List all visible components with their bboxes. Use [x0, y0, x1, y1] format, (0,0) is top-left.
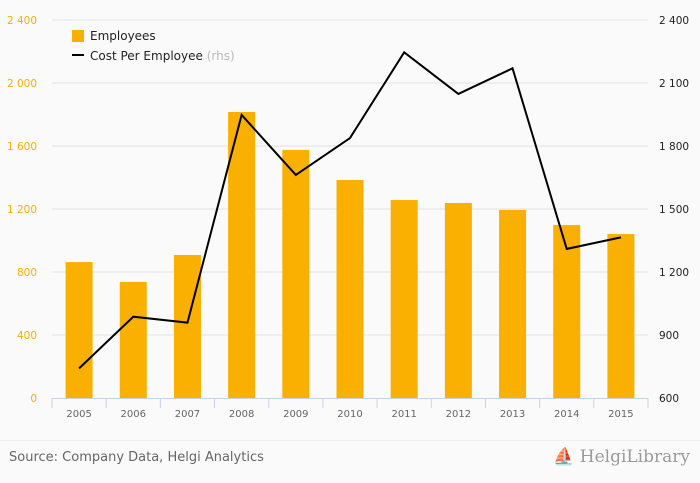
x-axis-tick-label: 2009 — [283, 409, 308, 420]
combo-chart: 0 600 400 900 800 1 200 1 200 1 500 1 600 1 800 2 … — [7, 15, 689, 420]
x-axis-tick-label: 2015 — [608, 409, 633, 420]
left-axis-tick-label: 2 000 — [7, 78, 37, 90]
legend-label-cost: Cost Per Employee (rhs) — [90, 49, 235, 63]
legend-label-employees: Employees — [90, 29, 156, 43]
left-axis-tick-label: 0 — [30, 393, 37, 405]
right-axis-tick-label: 1 200 — [659, 267, 689, 279]
bar-employees-2008 — [228, 111, 256, 398]
left-axis-tick-label: 400 — [17, 330, 37, 342]
x-axis-tick-label: 2005 — [66, 409, 91, 420]
x-axis-tick-label: 2012 — [446, 409, 471, 420]
bar-employees-2012 — [444, 203, 472, 398]
bar-employees-2013 — [499, 209, 527, 398]
x-axis-tick-label: 2011 — [391, 409, 416, 420]
bar-employees-2010 — [336, 180, 364, 398]
bar-employees-2007 — [173, 254, 201, 398]
x-axis-tick-label: 2006 — [121, 409, 146, 420]
left-axis-tick-label: 1 200 — [7, 204, 37, 216]
legend-swatch-employees — [72, 30, 84, 42]
x-axis-tick-label: 2013 — [500, 409, 525, 420]
source-note: Source: Company Data, Helgi Analytics — [9, 450, 264, 465]
right-axis-tick-label: 600 — [659, 393, 679, 405]
right-axis-tick-label: 1 800 — [659, 141, 689, 153]
bar-employees-2005 — [65, 262, 93, 398]
x-axis-tick-label: 2014 — [554, 409, 579, 420]
right-axis-tick-label: 2 400 — [659, 15, 689, 27]
bar-employees-2015 — [607, 234, 635, 398]
footer-divider — [0, 440, 700, 441]
logo-text: HelgiLibrary — [579, 447, 690, 467]
bar-employees-2014 — [553, 225, 581, 398]
left-axis-tick-label: 1 600 — [7, 141, 37, 153]
bar-employees-2009 — [282, 149, 310, 398]
x-axis-tick-label: 2008 — [229, 409, 254, 420]
right-axis-tick-label: 900 — [659, 330, 679, 342]
left-axis-tick-label: 800 — [17, 267, 37, 279]
left-axis-tick-label: 2 400 — [7, 15, 37, 27]
bar-employees-2011 — [390, 200, 418, 398]
right-axis-tick-label: 1 500 — [659, 204, 689, 216]
bar-employees-2006 — [119, 281, 147, 398]
legend-rhs-note: (rhs) — [207, 49, 235, 63]
right-axis-tick-label: 2 100 — [659, 78, 689, 90]
logo-icon: ⛵ — [553, 447, 580, 467]
helgi-library-logo[interactable]: ⛵ HelgiLibrary — [553, 447, 690, 467]
x-axis-tick-label: 2007 — [175, 409, 200, 420]
x-axis-tick-label: 2010 — [337, 409, 362, 420]
